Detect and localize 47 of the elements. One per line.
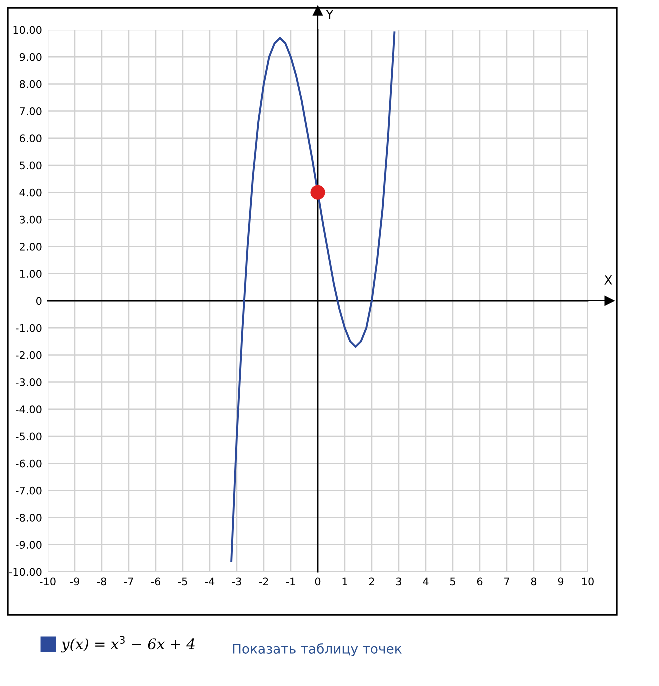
line-series [230, 32, 396, 562]
x-tick-label: 6 [477, 578, 483, 586]
y-tick-label: -5.00 [16, 432, 42, 441]
x-tick-label: -4 [205, 578, 215, 586]
y-tick-label: -7.00 [16, 486, 42, 495]
x-tick-label: -7 [124, 578, 134, 586]
y-tick-label: -1.00 [16, 324, 42, 332]
x-axis-title: X [604, 276, 612, 285]
y-tick-label: -4.00 [16, 406, 42, 414]
x-tick-label: 4 [423, 578, 429, 586]
y-axis-title: Y [326, 10, 334, 20]
y-tick-label: 6.00 [20, 134, 42, 143]
x-tick-label: -3 [232, 578, 242, 586]
text: Показать таблицу точек [233, 644, 402, 656]
x-tick-label: 2 [369, 578, 374, 586]
x-tick-label: 0 [315, 578, 321, 586]
y-tick-label: 9.00 [20, 53, 42, 62]
x-tick-label: 9 [558, 578, 564, 586]
y-tick-label: 3.00 [20, 216, 42, 224]
x-tick-label: -1 [286, 578, 296, 586]
y-tick-label: 5.00 [20, 162, 42, 170]
y-tick-label: 4.00 [20, 188, 42, 197]
x-tick-label: 1 [342, 578, 348, 586]
y-tick-label: -9.00 [16, 541, 42, 550]
y-tick-label: -2.00 [16, 351, 42, 360]
x-tick-label: -6 [151, 578, 161, 586]
y-tick-label: 7.00 [20, 108, 42, 116]
x-tick-label: 10 [582, 578, 594, 586]
x-tick-label: 7 [504, 578, 510, 586]
x-tick-label: -5 [178, 578, 188, 586]
legend-label: y(x) = x$^{3}$ − 6x + 4 [61, 636, 195, 653]
x-tick-label: -9 [70, 578, 80, 586]
x-tick-label: 8 [531, 578, 537, 586]
x-tick-label: -2 [259, 578, 268, 586]
y-tick-label: -3.00 [16, 378, 42, 386]
x-tick-label: 5 [450, 578, 456, 586]
y-tick-label: 8.00 [20, 80, 42, 88]
y-tick-label: 0 [36, 297, 42, 306]
y-tick-label: 10.00 [14, 26, 42, 34]
y-tick-label: 1.00 [20, 270, 42, 278]
y-tick-label: -10.00 [9, 568, 42, 576]
x-tick-label: -8 [97, 578, 106, 586]
y-tick-label: 2.00 [20, 243, 42, 251]
y-tick-label: -8.00 [16, 514, 42, 522]
x-tick-label: 3 [396, 578, 402, 586]
y-tick-label: -6.00 [16, 460, 42, 468]
x-tick-label: -10 [40, 578, 56, 586]
